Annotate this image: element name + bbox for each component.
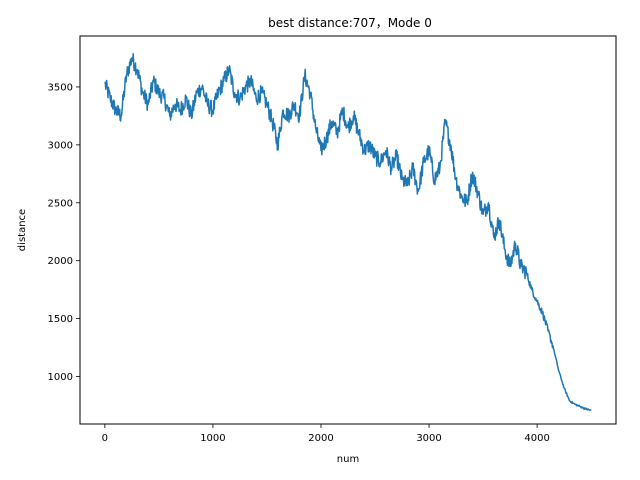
y-tick-label: 3500 [48,82,73,93]
x-tick-label: 4000 [524,433,549,444]
x-tick-label: 3000 [416,433,441,444]
distance-series-line [104,52,592,411]
y-tick-label: 1500 [48,314,73,325]
y-tick-label: 2000 [48,256,73,267]
x-axis-ticks: 0 1000 2000 3000 4000 [102,424,550,444]
y-tick-label: 1000 [48,372,73,383]
y-axis-label: distance [17,209,28,251]
y-tick-label: 3000 [48,140,73,151]
axes-frame [79,35,617,425]
x-tick-label: 1000 [200,433,225,444]
x-tick-label: 0 [102,433,108,444]
y-axis-ticks: 1000 1500 2000 2500 3000 3500 [48,82,80,383]
plot-area [104,52,592,411]
y-tick-label: 2500 [48,198,73,209]
chart-title: best distance:707，Mode 0 [268,16,432,30]
x-axis-label: num [337,454,359,465]
x-tick-label: 2000 [308,433,333,444]
